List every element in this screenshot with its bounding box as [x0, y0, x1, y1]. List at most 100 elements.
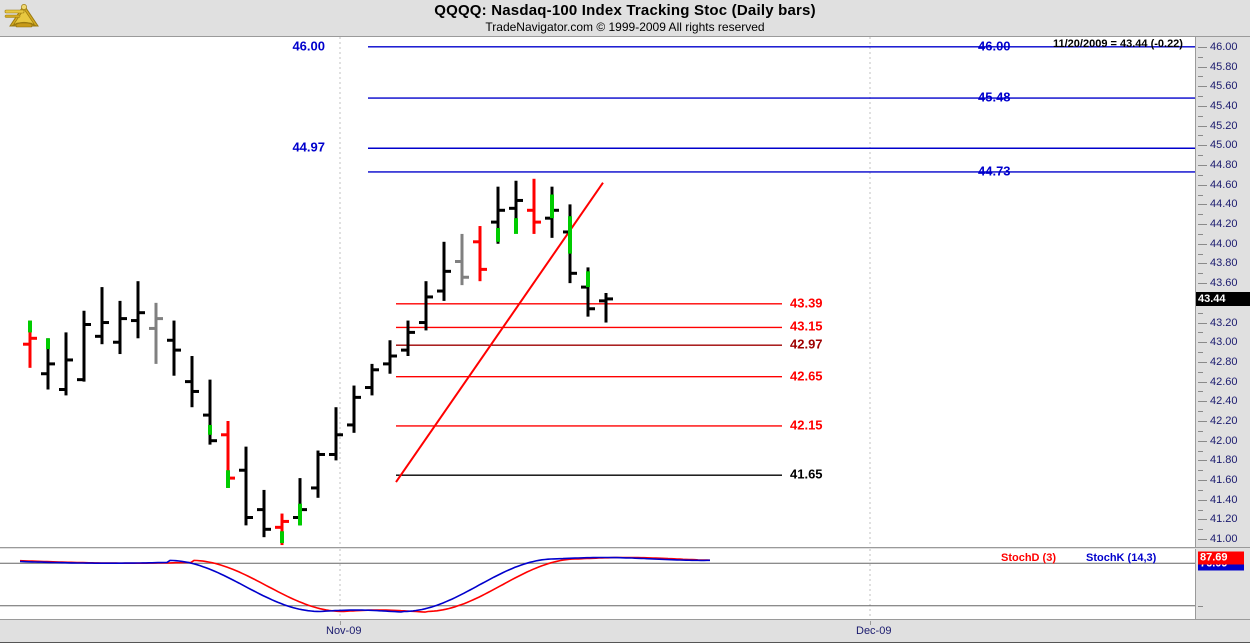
ohlc-bar[interactable]	[581, 267, 595, 317]
ohlc-bar[interactable]	[383, 340, 397, 374]
ohlc-bar[interactable]	[275, 513, 289, 546]
price-axis-minor-tick	[1198, 174, 1203, 176]
price-axis-tick-mark	[1198, 342, 1207, 344]
ohlc-bar[interactable]	[41, 338, 55, 390]
price-axis-tick-mark	[1198, 263, 1207, 265]
stochastic-svg	[0, 549, 1195, 619]
time-axis-label: Nov-09	[326, 625, 362, 637]
time-axis[interactable]: Nov-09 Dec-09	[0, 621, 1250, 643]
price-level-label-right: 46.00	[978, 38, 1011, 54]
price-chart-svg	[23, 37, 1195, 547]
ohlc-bar[interactable]	[257, 489, 271, 538]
price-axis-tick-mark	[1198, 480, 1207, 482]
ohlc-bar[interactable]	[239, 446, 253, 526]
stoch-d-line	[19, 556, 711, 613]
price-axis-tick-label: 44.40	[1210, 198, 1238, 211]
ohlc-bar[interactable]	[113, 300, 127, 355]
price-axis-minor-tick	[1198, 233, 1203, 235]
price-axis-tick-label: 43.60	[1210, 277, 1238, 290]
price-level-label-left: 44.97	[292, 139, 325, 155]
time-axis-tick	[870, 621, 871, 625]
price-axis-tick-label: 45.20	[1210, 119, 1238, 132]
ohlc-bar[interactable]	[455, 233, 469, 286]
ohlc-bar[interactable]	[77, 310, 91, 382]
price-axis-minor-tick	[1198, 253, 1203, 255]
price-axis-tick-label: 44.80	[1210, 159, 1238, 171]
price-axis-tick-label: 44.60	[1210, 178, 1238, 191]
ohlc-bar[interactable]	[365, 363, 379, 396]
time-axis-label: Dec-09	[856, 625, 892, 637]
sextant-logo-icon	[2, 1, 46, 33]
price-axis-minor-tick	[1198, 76, 1203, 78]
price-axis-tick-label: 41.40	[1210, 493, 1238, 506]
price-axis-minor-tick	[1198, 115, 1203, 117]
price-axis-tick-mark	[1198, 145, 1207, 147]
price-axis-tick-label: 43.00	[1210, 336, 1238, 349]
indicator-axis: 87.6976.09	[1196, 549, 1250, 620]
ohlc-bar[interactable]	[167, 320, 181, 376]
price-axis-minor-tick	[1198, 450, 1203, 452]
ohlc-bar[interactable]	[329, 407, 343, 461]
price-axis-minor-tick	[1198, 411, 1203, 413]
price-axis[interactable]: 46.00 45.80 45.60 45.40 45.20 45.00 44.80 44.60…	[1196, 36, 1250, 548]
price-axis-minor-tick	[1198, 391, 1203, 393]
price-axis-minor-tick	[1198, 155, 1203, 157]
price-axis-tick-mark	[1198, 361, 1207, 363]
ohlc-bar[interactable]	[221, 421, 235, 488]
price-axis-minor-tick	[1198, 194, 1203, 196]
price-level-label-left: 46.00	[292, 38, 325, 54]
price-axis-tick-label: 46.00	[1210, 40, 1238, 53]
ohlc-bar[interactable]	[131, 281, 145, 339]
ohlc-bar[interactable]	[527, 178, 541, 234]
ohlc-bar[interactable]	[599, 293, 613, 323]
ohlc-bar[interactable]	[149, 302, 163, 364]
ohlc-bar[interactable]	[23, 320, 37, 368]
price-chart-pane[interactable]: TradeNavigator.com	[0, 36, 1196, 548]
ohlc-bar[interactable]	[59, 332, 73, 396]
price-axis-tick-mark	[1198, 184, 1207, 186]
price-axis-minor-tick	[1198, 273, 1203, 275]
ohlc-bar[interactable]	[347, 385, 361, 433]
ohlc-bar[interactable]	[203, 379, 217, 445]
quote-readout: 11/20/2009 = 43.44 (-0.22)	[1053, 38, 1183, 50]
price-axis-tick-mark	[1198, 66, 1207, 68]
ohlc-bar[interactable]	[95, 287, 109, 345]
price-axis-minor-tick	[1198, 332, 1203, 334]
last-price-badge: 43.44	[1196, 291, 1250, 306]
ohlc-bar[interactable]	[509, 180, 523, 234]
ohlc-bar[interactable]	[185, 356, 199, 408]
ohlc-bar[interactable]	[545, 186, 559, 238]
indicator-axis-tick	[1198, 605, 1203, 607]
price-axis-tick-mark	[1198, 165, 1207, 166]
stoch-k-line	[19, 556, 710, 613]
price-axis-minor-tick	[1198, 371, 1203, 373]
price-axis-minor-tick	[1198, 430, 1203, 432]
stochastic-indicator-pane[interactable]: StochD (3) StochK (14,3)	[0, 549, 1196, 620]
price-axis-tick-label: 44.00	[1210, 237, 1238, 250]
price-axis-tick-label: 45.00	[1210, 139, 1238, 152]
indicator-legend-item[interactable]: StochD (3)	[1001, 552, 1056, 564]
ohlc-bar[interactable]	[293, 478, 307, 526]
ohlc-bar[interactable]	[491, 186, 505, 244]
ohlc-bar[interactable]	[563, 204, 577, 284]
price-axis-tick-label: 41.60	[1210, 474, 1238, 487]
price-level-label-right: 43.15	[790, 318, 823, 334]
ohlc-bar[interactable]	[437, 241, 451, 301]
indicator-value-badge: 87.69	[1198, 551, 1244, 565]
price-axis-minor-tick	[1198, 96, 1203, 98]
price-axis-tick-mark	[1198, 243, 1207, 245]
ohlc-bar[interactable]	[419, 281, 433, 331]
price-axis-tick-label: 42.20	[1210, 415, 1238, 427]
price-axis-minor-tick	[1198, 214, 1203, 216]
indicator-legend-item[interactable]: StochK (14,3)	[1086, 552, 1157, 564]
ohlc-bar[interactable]	[311, 450, 325, 498]
price-axis-minor-tick	[1198, 56, 1203, 58]
price-axis-tick-mark	[1198, 381, 1207, 383]
ohlc-bar[interactable]	[401, 320, 415, 357]
price-axis-minor-tick	[1198, 509, 1203, 511]
price-axis-minor-tick	[1198, 135, 1203, 137]
price-axis-tick-label: 43.20	[1210, 316, 1238, 329]
ohlc-bar[interactable]	[473, 226, 487, 282]
price-axis-tick-label: 43.80	[1210, 257, 1238, 270]
